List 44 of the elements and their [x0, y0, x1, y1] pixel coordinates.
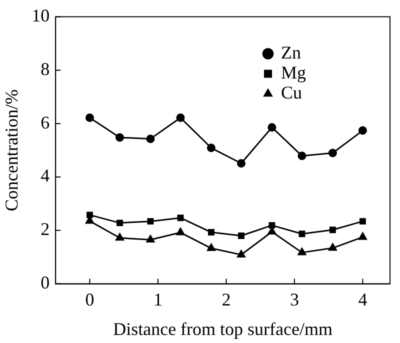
legend-label: Cu	[281, 82, 302, 103]
point	[147, 218, 154, 225]
x-tick-label: 0	[85, 289, 94, 310]
y-tick-label: 8	[40, 58, 50, 79]
point	[298, 248, 306, 256]
point	[328, 243, 337, 251]
point	[208, 229, 214, 236]
point	[298, 230, 306, 238]
point	[85, 113, 94, 122]
point	[298, 152, 306, 160]
y-axis-title: Concentration/%	[2, 89, 22, 212]
point	[146, 134, 155, 144]
y-tick-label: 6	[40, 112, 50, 132]
legend-label: Mg	[281, 62, 306, 83]
point	[358, 126, 367, 135]
point	[329, 226, 336, 234]
point	[237, 250, 246, 258]
x-axis-title: Distance from top surface/mm	[113, 318, 333, 339]
x-tick-label: 4	[358, 289, 368, 310]
point	[116, 233, 124, 241]
point	[206, 244, 216, 252]
point	[116, 220, 123, 226]
point	[176, 113, 185, 122]
x-tick-label: 2	[222, 289, 231, 310]
legend-label: Zn	[281, 42, 301, 63]
point	[359, 218, 366, 225]
x-tick-label: 1	[153, 289, 162, 310]
point	[268, 123, 276, 132]
point	[358, 232, 367, 240]
point	[116, 133, 124, 142]
y-tick-label: 0	[40, 272, 50, 293]
point	[146, 234, 155, 242]
point	[206, 144, 216, 152]
point	[236, 159, 246, 168]
point	[86, 212, 93, 218]
y-tick-label: 2	[40, 219, 50, 240]
point	[328, 148, 337, 158]
x-tick-label: 3	[290, 289, 299, 310]
y-tick-label: 10	[32, 6, 50, 26]
point	[177, 214, 184, 222]
point	[176, 228, 185, 236]
point	[268, 222, 276, 229]
y-tick-label: 4	[40, 166, 50, 186]
point	[238, 232, 244, 239]
